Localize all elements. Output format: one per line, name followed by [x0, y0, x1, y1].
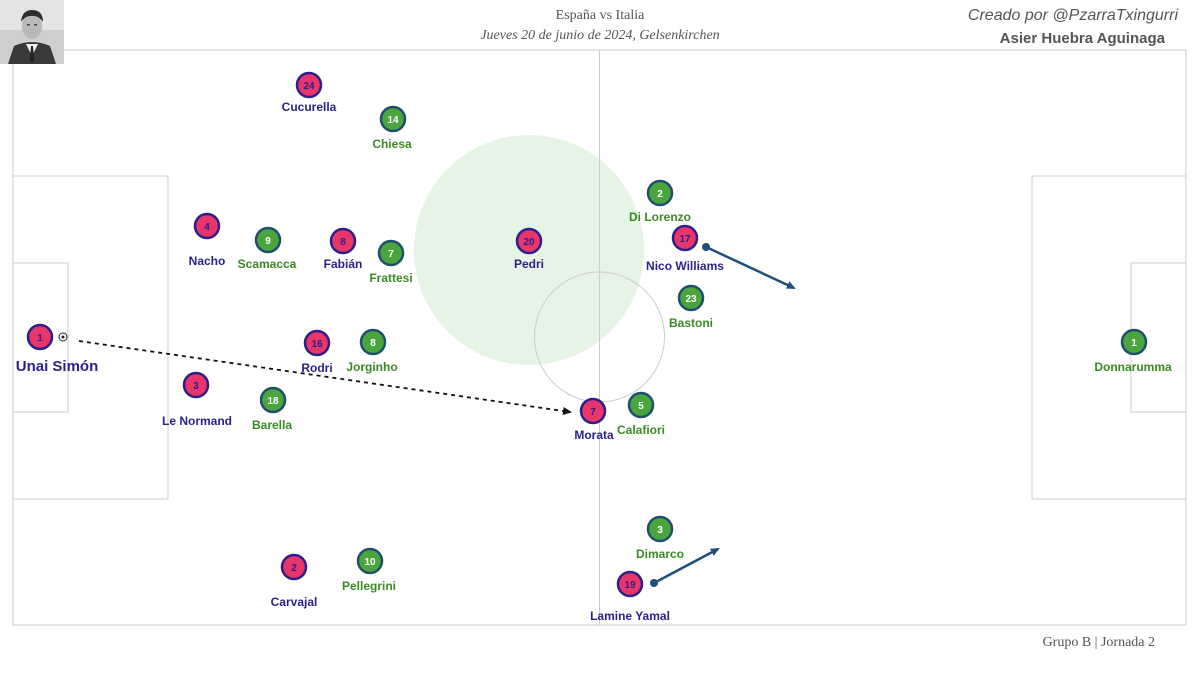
player-number: 24 [303, 81, 315, 92]
player-marker: 3 Le Normand [162, 373, 232, 428]
player-name: Frattesi [369, 271, 412, 285]
player-number: 3 [193, 381, 199, 392]
player-name: Le Normand [162, 414, 232, 428]
player-number: 7 [590, 407, 596, 418]
player-name: Nico Williams [646, 259, 724, 273]
player-marker: 14 Chiesa [372, 107, 412, 151]
run-start-dot [650, 579, 658, 587]
player-marker: 2 Carvajal [271, 555, 318, 609]
player-name: Nacho [189, 254, 226, 268]
player-marker: 24 Cucurella [282, 73, 337, 114]
player-marker: 1 Donnarumma [1094, 330, 1172, 374]
player-marker: 4 Nacho [189, 214, 226, 268]
player-name: Pedri [514, 257, 544, 271]
credit-text: Creado por @PzarraTxingurri [968, 7, 1179, 24]
right-penalty-area [1032, 176, 1186, 499]
player-name: Barella [252, 418, 292, 432]
player-name: Bastoni [669, 316, 713, 330]
pitch [13, 50, 1186, 625]
player-number: 17 [679, 234, 691, 245]
player-name: Jorginho [346, 360, 397, 374]
player-name: Morata [574, 428, 614, 442]
player-name: Calafiori [617, 423, 665, 437]
player-number: 1 [1131, 338, 1137, 349]
player-name: Fabián [324, 257, 363, 271]
player-marker: 10 Pellegrini [342, 549, 396, 593]
player-name: Scamacca [238, 257, 297, 271]
footer-text: Grupo B | Jornada 2 [1043, 635, 1155, 650]
player-name: Unai Simón [16, 358, 99, 375]
player-marker: 23 Bastoni [669, 286, 713, 330]
player-marker: 2 Di Lorenzo [629, 181, 691, 224]
run-start-dot [702, 243, 710, 251]
player-number: 2 [291, 563, 297, 574]
player-number: 19 [624, 580, 636, 591]
player-number: 20 [523, 237, 535, 248]
player-number: 5 [638, 401, 644, 412]
player-marker: 3 Dimarco [636, 517, 684, 561]
player-name: Pellegrini [342, 579, 396, 593]
player-number: 18 [267, 396, 279, 407]
player-name: Di Lorenzo [629, 210, 691, 224]
player-number: 14 [387, 115, 399, 126]
player-marker: 16 Rodri [301, 331, 332, 375]
player-marker: 8 Fabián [324, 229, 363, 271]
match-title: España vs Italia [556, 8, 645, 23]
ball-icon [59, 333, 67, 341]
player-marker: 1 Unai Simón [16, 325, 99, 375]
player-number: 8 [370, 338, 376, 349]
player-marker: 9 Scamacca [238, 228, 297, 271]
player-number: 10 [364, 557, 376, 568]
player-name: Chiesa [372, 137, 412, 151]
player-name: Rodri [301, 361, 332, 375]
player-name: Cucurella [282, 100, 337, 114]
player-number: 23 [685, 294, 697, 305]
player-number: 2 [657, 189, 663, 200]
author-name: Asier Huebra Aguinaga [1000, 30, 1166, 47]
player-marker: 7 Frattesi [369, 241, 412, 285]
avatar [0, 0, 64, 64]
player-name: Lamine Yamal [590, 609, 670, 623]
player-number: 9 [265, 236, 271, 247]
player-marker: 8 Jorginho [346, 330, 397, 374]
player-number: 16 [311, 339, 323, 350]
player-number: 1 [37, 333, 43, 344]
player-name: Carvajal [271, 595, 318, 609]
player-name: Donnarumma [1094, 360, 1172, 374]
player-number: 3 [657, 525, 663, 536]
player-number: 4 [204, 222, 210, 233]
player-marker: 7 Morata [574, 399, 614, 442]
player-number: 7 [388, 249, 394, 260]
match-subtitle: Jueves 20 de junio de 2024, Gelsenkirche… [480, 28, 719, 43]
player-marker: 18 Barella [252, 388, 292, 432]
player-marker: 5 Calafiori [617, 393, 665, 437]
player-number: 8 [340, 237, 346, 248]
player-name: Dimarco [636, 547, 684, 561]
